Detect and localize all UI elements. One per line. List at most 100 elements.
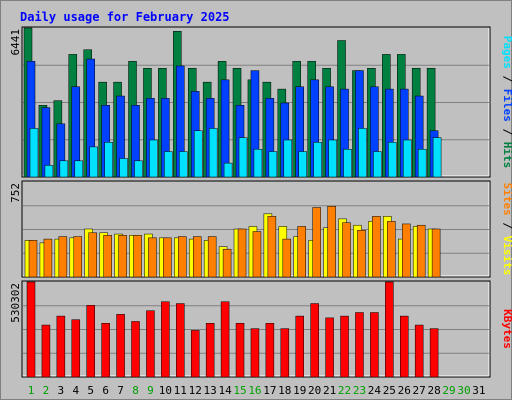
bar-sites-day-18: [282, 238, 292, 278]
x-tick-day-29: 29: [442, 384, 455, 397]
bar-kbytes-day-13: [205, 323, 215, 378]
bar-kbytes-day-4: [71, 319, 81, 378]
bar-kbytes-day-19: [295, 315, 304, 378]
bar-sites-day-17: [267, 216, 277, 278]
bar-pages-day-19: [298, 151, 307, 178]
bar-kbytes-day-18: [280, 328, 290, 378]
bar-pages-day-13: [208, 128, 218, 178]
x-tick-day-12: 12: [189, 384, 202, 397]
bar-sites-day-22: [342, 222, 351, 278]
x-tick-day-25: 25: [383, 384, 396, 397]
bar-pages-day-12: [193, 130, 203, 178]
bar-pages-day-18: [283, 139, 293, 178]
x-tick-day-31: 31: [472, 384, 485, 397]
x-tick-day-18: 18: [278, 384, 291, 397]
bar-sites-day-14: [222, 248, 232, 278]
x-tick-day-10: 10: [159, 384, 172, 397]
bar-kbytes-day-22: [340, 315, 349, 378]
bar-pages-day-27: [417, 148, 427, 178]
x-tick-day-23: 23: [353, 384, 366, 397]
chart-title: Daily usage for February 2025: [20, 10, 230, 24]
bar-sites-day-21: [327, 206, 336, 278]
legend-item-sites: Sites: [501, 183, 512, 216]
bar-pages-day-20: [313, 142, 322, 178]
bar-sites-day-15: [237, 228, 247, 278]
bar-sites-day-1: [28, 240, 38, 278]
bar-kbytes-day-27: [414, 324, 424, 378]
bar-pages-day-10: [164, 151, 173, 178]
x-tick-day-26: 26: [398, 384, 411, 397]
bar-sites-day-9: [148, 237, 157, 278]
bar-kbytes-day-2: [41, 324, 51, 378]
bar-pages-day-24: [373, 151, 382, 178]
bar-sites-day-3: [58, 236, 68, 278]
bar-kbytes-day-3: [56, 315, 66, 378]
bar-sites-day-11: [178, 236, 187, 278]
bar-pages-day-8: [134, 160, 143, 178]
legend-separator: /: [501, 122, 512, 142]
y-max-label: 752: [9, 183, 22, 203]
x-tick-day-14: 14: [218, 384, 232, 397]
bar-kbytes-day-21: [325, 317, 334, 378]
bar-pages-day-5: [89, 146, 98, 178]
bar-pages-day-22: [343, 148, 352, 178]
bar-kbytes-day-9: [146, 310, 155, 378]
x-tick-day-21: 21: [323, 384, 336, 397]
bar-kbytes-day-6: [101, 323, 110, 378]
legend-2: Sites / Visits: [501, 183, 512, 276]
x-tick-day-22: 22: [338, 384, 351, 397]
bar-kbytes-day-28: [429, 328, 439, 378]
bar-pages-day-11: [179, 151, 188, 178]
x-tick-day-8: 8: [132, 384, 139, 397]
bar-sites-day-26: [402, 223, 411, 278]
bar-pages-day-25: [388, 142, 397, 178]
bar-pages-day-7: [119, 158, 128, 178]
x-tick-day-24: 24: [368, 384, 382, 397]
bar-sites-day-2: [43, 238, 53, 278]
x-tick-day-17: 17: [263, 384, 276, 397]
bar-pages-day-14: [223, 162, 233, 178]
bar-pages-day-6: [104, 142, 113, 178]
bar-pages-day-4: [74, 160, 84, 178]
bar-sites-day-10: [163, 237, 172, 278]
bar-pages-day-16: [253, 148, 263, 178]
bar-pages-day-15: [238, 137, 248, 178]
y-max-label: 6441: [9, 29, 22, 56]
legend-item-files: Files: [501, 89, 512, 122]
legend-item-pages: Pages: [501, 36, 512, 69]
x-tick-day-16: 16: [248, 384, 261, 397]
x-tick-day-30: 30: [457, 384, 470, 397]
bar-pages-day-2: [44, 165, 54, 178]
bar-kbytes-day-12: [190, 330, 200, 378]
x-tick-day-11: 11: [174, 384, 187, 397]
bar-sites-day-28: [431, 228, 441, 278]
y-max-label: 530302: [9, 283, 22, 323]
bar-sites-day-4: [73, 236, 83, 278]
x-tick-day-3: 3: [58, 384, 65, 397]
legend-item-kbytes: KBytes: [501, 309, 512, 349]
bar-pages-day-21: [328, 139, 337, 178]
bar-files-day-14: [220, 79, 230, 178]
x-tick-day-2: 2: [43, 384, 50, 397]
bar-kbytes-day-25: [385, 281, 394, 378]
x-tick-day-15: 15: [233, 384, 246, 397]
bar-pages-day-3: [59, 160, 69, 178]
bar-sites-day-13: [207, 236, 217, 278]
legend-item-hits: Hits: [501, 142, 512, 169]
bar-sites-day-20: [312, 207, 321, 278]
bar-kbytes-day-24: [370, 312, 379, 378]
bar-kbytes-day-20: [310, 303, 319, 378]
bar-sites-day-25: [387, 221, 396, 278]
legend-item-visits: Visits: [501, 236, 512, 276]
bar-pages-day-28: [432, 137, 442, 178]
bar-pages-day-1: [29, 128, 39, 178]
bar-sites-day-5: [88, 232, 97, 278]
x-tick-day-20: 20: [308, 384, 321, 397]
bar-sites-day-7: [118, 235, 127, 278]
x-tick-day-4: 4: [72, 384, 79, 397]
bar-sites-day-23: [357, 230, 366, 278]
bar-pages-day-23: [358, 128, 367, 178]
bar-kbytes-day-8: [131, 321, 140, 378]
